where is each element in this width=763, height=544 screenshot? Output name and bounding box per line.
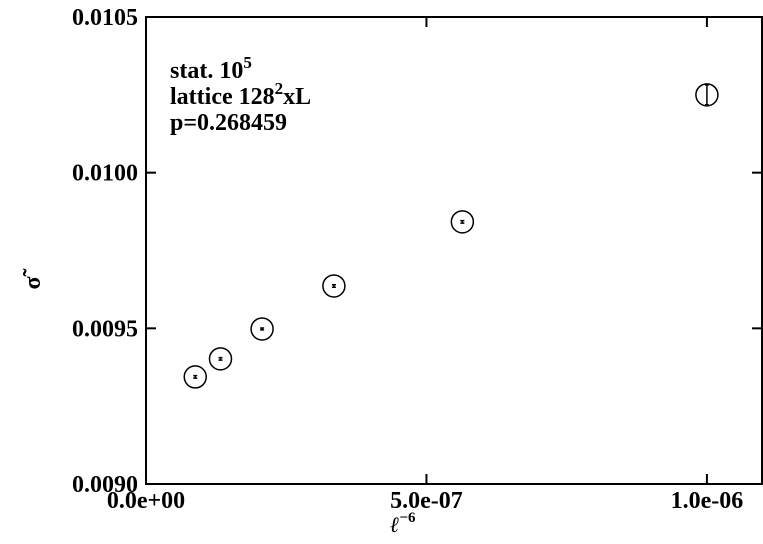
x-tick-label: 0.0e+00 [107, 488, 185, 514]
annotation: lattice 1282xL [170, 79, 311, 110]
marker [450, 210, 475, 234]
y-tick-label: 0.0100 [72, 161, 138, 187]
error-bar [218, 356, 223, 361]
marker [250, 317, 274, 341]
y-axis-label: σ̃ [20, 268, 46, 289]
plot-frame [145, 16, 763, 485]
marker [322, 274, 346, 298]
error-bar [704, 84, 709, 106]
y-tick-label: 0.0095 [72, 316, 138, 342]
annotation: stat. 105 [170, 53, 252, 84]
y-tick-label: 0.0090 [72, 472, 138, 498]
marker [183, 365, 207, 389]
error-bar [193, 374, 198, 379]
x-tick-label: 5.0e-07 [390, 488, 463, 514]
error-bar [460, 219, 465, 224]
annotation: p=0.268459 [170, 110, 287, 136]
marker [695, 83, 719, 107]
x-tick-label: 1.0e-06 [671, 488, 744, 514]
error-bar [331, 283, 336, 288]
marker [208, 347, 233, 371]
x-axis-label: ℓ−6 [390, 510, 416, 537]
error-bar [260, 327, 265, 331]
y-tick-label: 0.0105 [72, 5, 138, 31]
